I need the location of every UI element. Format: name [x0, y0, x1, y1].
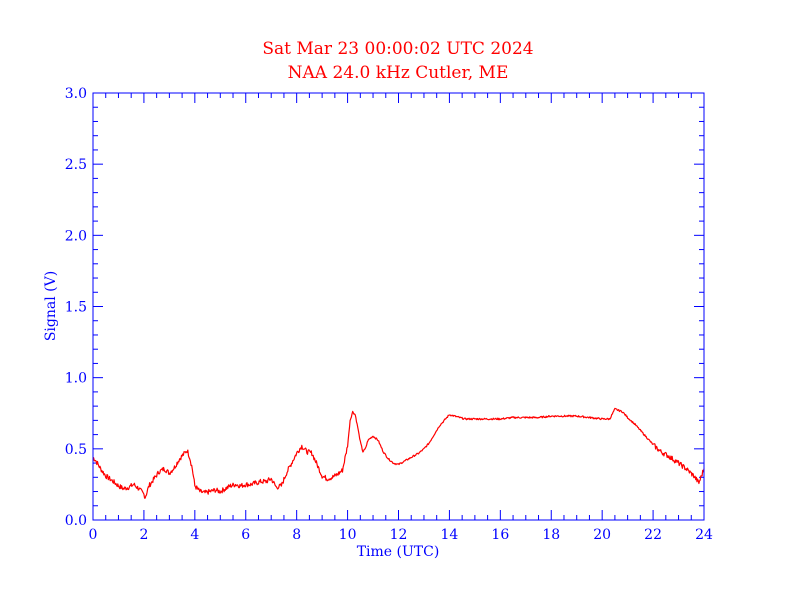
x-tick-label: 6	[241, 527, 250, 543]
y-tick-label: 0.0	[65, 513, 87, 529]
plot-frame	[92, 92, 705, 521]
x-tick-label: 20	[593, 527, 611, 543]
y-tick-label: 2.0	[65, 228, 87, 244]
x-tick-label: 16	[491, 527, 509, 543]
x-tick-label: 22	[644, 527, 662, 543]
y-tick-label: 1.5	[65, 300, 87, 316]
x-axis-label: Time (UTC)	[357, 544, 440, 560]
x-tick-label: 18	[542, 527, 560, 543]
x-tick-label: 24	[695, 527, 713, 543]
y-axis-label: Signal (V)	[43, 271, 59, 341]
tick-labels: 0 2 4 6 8 10 12 14 16 18 20 22 240.00.51.01.52.02.53…	[65, 86, 713, 543]
x-tick-label: 0	[89, 527, 98, 543]
signal-series-line	[92, 407, 705, 499]
y-tick-label: 3.0	[65, 86, 87, 102]
x-tick-label: 8	[292, 527, 301, 543]
y-tick-label: 2.5	[65, 157, 87, 173]
y-tick-label: 1.0	[65, 371, 87, 387]
chart-subtitle: NAA 24.0 kHz Cutler, ME	[288, 63, 509, 83]
axis-ticks	[92, 92, 705, 521]
x-tick-label: 10	[339, 527, 357, 543]
x-tick-label: 12	[390, 527, 408, 543]
x-tick-label: 4	[190, 527, 199, 543]
x-tick-label: 14	[441, 527, 459, 543]
y-tick-label: 0.5	[65, 442, 87, 458]
x-tick-label: 2	[139, 527, 148, 543]
chart-title: Sat Mar 23 00:00:02 UTC 2024	[262, 39, 533, 59]
